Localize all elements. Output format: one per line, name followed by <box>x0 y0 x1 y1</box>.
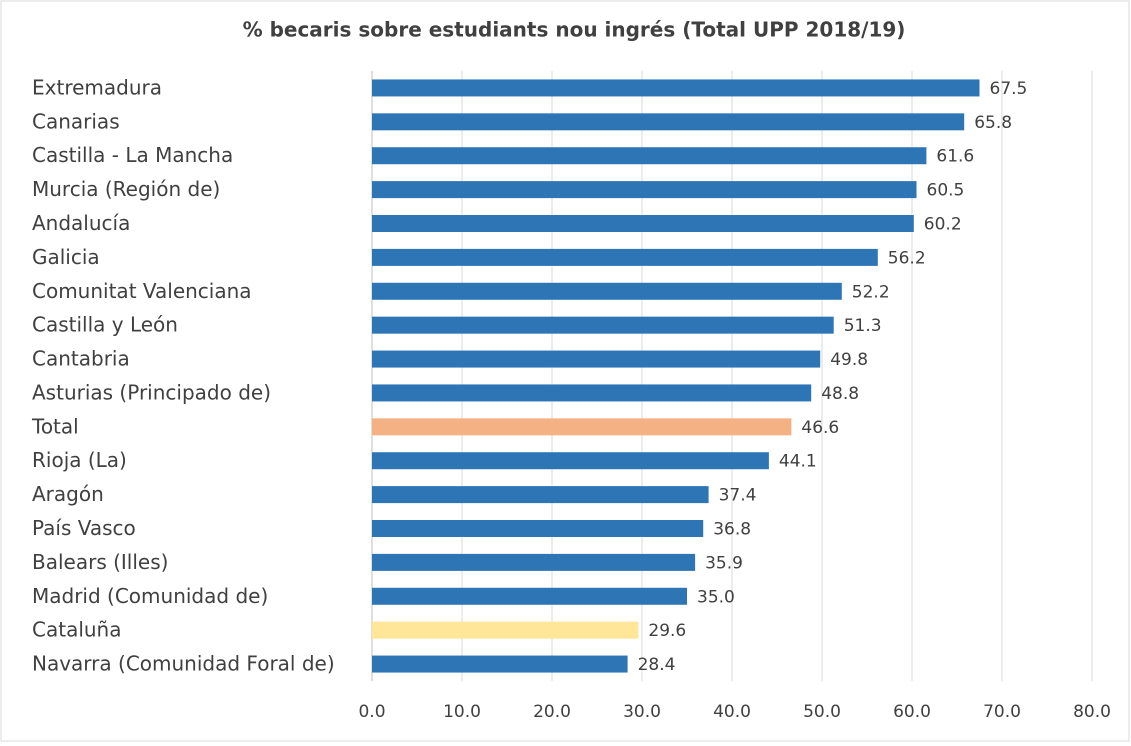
x-tick-label: 20.0 <box>533 702 571 722</box>
bar <box>372 282 842 300</box>
bar <box>372 215 914 232</box>
bar <box>372 113 965 131</box>
bar <box>372 248 878 266</box>
value-label: 60.2 <box>924 215 962 235</box>
bar <box>372 587 687 605</box>
bar <box>372 147 927 165</box>
y-tick-label: Rioja (La) <box>32 448 127 472</box>
value-label: 52.2 <box>852 282 890 302</box>
bar <box>372 452 769 470</box>
value-label: 60.5 <box>927 181 965 201</box>
x-tick-label: 80.0 <box>1073 702 1111 722</box>
bar <box>372 520 704 537</box>
bar <box>372 418 792 436</box>
value-label: 65.8 <box>974 113 1012 133</box>
value-label: 48.8 <box>821 384 859 404</box>
y-tick-label: Aragón <box>32 482 104 506</box>
x-tick-label: 30.0 <box>623 702 661 722</box>
value-label: 67.5 <box>990 79 1028 99</box>
y-tick-label: País Vasco <box>32 516 136 540</box>
y-tick-label: Canarias <box>32 109 120 133</box>
value-label: 61.6 <box>936 147 974 167</box>
y-tick-label: Cantabria <box>32 347 130 371</box>
value-label: 29.6 <box>648 621 686 641</box>
y-tick-label: Andalucía <box>32 211 130 235</box>
y-tick-label: Madrid (Comunidad de) <box>32 584 268 608</box>
y-tick-label: Cataluña <box>32 618 121 642</box>
bar <box>372 316 834 334</box>
x-tick-label: 60.0 <box>893 702 931 722</box>
bar <box>372 621 639 639</box>
bar <box>372 553 696 571</box>
y-tick-label: Castilla y León <box>32 313 178 337</box>
value-label: 44.1 <box>779 452 817 472</box>
x-tick-label: 50.0 <box>803 702 841 722</box>
bar <box>372 79 980 97</box>
x-tick-label: 10.0 <box>443 702 481 722</box>
x-tick-label: 70.0 <box>983 702 1021 722</box>
value-label: 46.6 <box>801 418 839 438</box>
x-tick-label: 40.0 <box>713 702 751 722</box>
value-label: 36.8 <box>713 520 751 540</box>
bar <box>372 181 917 199</box>
chart-title: % becaris sobre estudiants nou ingrés (T… <box>243 18 906 42</box>
value-label: 37.4 <box>719 486 757 506</box>
bar <box>372 350 821 368</box>
y-tick-label: Comunitat Valenciana <box>32 279 252 303</box>
value-label: 35.9 <box>705 553 743 573</box>
y-tick-label: Balears (Illes) <box>32 550 168 574</box>
value-label: 56.2 <box>888 248 926 268</box>
y-tick-label: Galicia <box>32 245 100 269</box>
value-label: 35.0 <box>697 587 735 607</box>
y-tick-label: Asturias (Principado de) <box>32 380 271 404</box>
bar <box>372 384 812 402</box>
y-tick-label: Murcia (Región de) <box>32 177 220 201</box>
value-label: 49.8 <box>830 350 868 370</box>
y-tick-label: Total <box>31 414 79 438</box>
value-label: 28.4 <box>638 655 676 675</box>
bar <box>372 486 709 504</box>
value-label: 51.3 <box>844 316 882 336</box>
y-tick-label: Navarra (Comunidad Foral de) <box>32 652 335 676</box>
y-tick-label: Castilla - La Mancha <box>32 143 233 167</box>
bar <box>372 655 628 673</box>
y-tick-label: Extremadura <box>32 75 162 99</box>
x-tick-label: 0.0 <box>358 702 385 722</box>
